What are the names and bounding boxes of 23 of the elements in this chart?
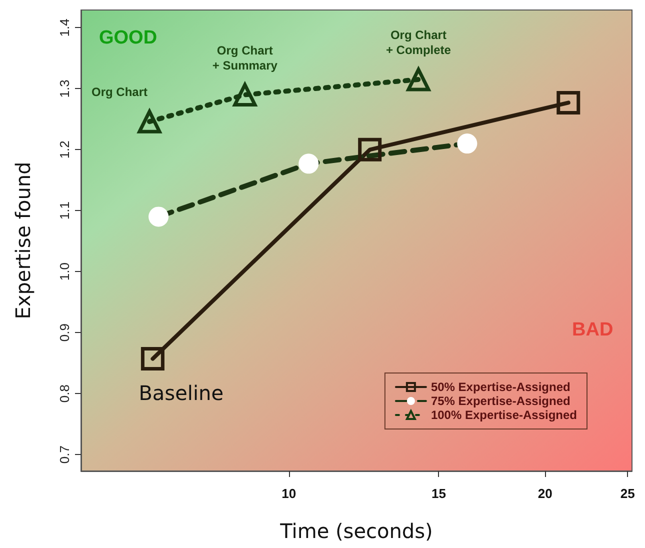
- x-tick-label: 15: [431, 486, 446, 501]
- y-tick-label: 0.8: [57, 384, 72, 403]
- legend-label: 100% Expertise-Assigned: [430, 408, 577, 422]
- y-tick-label: 1.2: [57, 140, 72, 159]
- legend-label: 50% Expertise-Assigned: [430, 380, 570, 394]
- y-tick-label: 0.7: [57, 445, 72, 464]
- legend-label: 75% Expertise-Assigned: [430, 394, 570, 408]
- x-tick-label: 10: [282, 486, 296, 501]
- annotation: Org Chart + Summary: [212, 43, 278, 72]
- y-tick-label: 1.3: [57, 80, 72, 98]
- annotation: GOOD: [99, 28, 158, 48]
- y-tick-label: 1.1: [57, 202, 72, 220]
- y-tick-label: 1.4: [57, 18, 72, 37]
- y-axis-title: Expertise found: [11, 162, 35, 320]
- annotation: Org Chart + Complete: [386, 28, 452, 58]
- x-tick-label: 20: [538, 486, 552, 501]
- y-tick-label: 0.9: [57, 324, 72, 342]
- annotation: BAD: [572, 320, 614, 340]
- y-tick-label: 1.0: [57, 262, 72, 281]
- annotation: Baseline: [138, 380, 224, 405]
- x-axis-title: Time (seconds): [279, 519, 433, 543]
- annotation: Org Chart: [91, 85, 148, 100]
- x-tick-label: 25: [620, 486, 635, 501]
